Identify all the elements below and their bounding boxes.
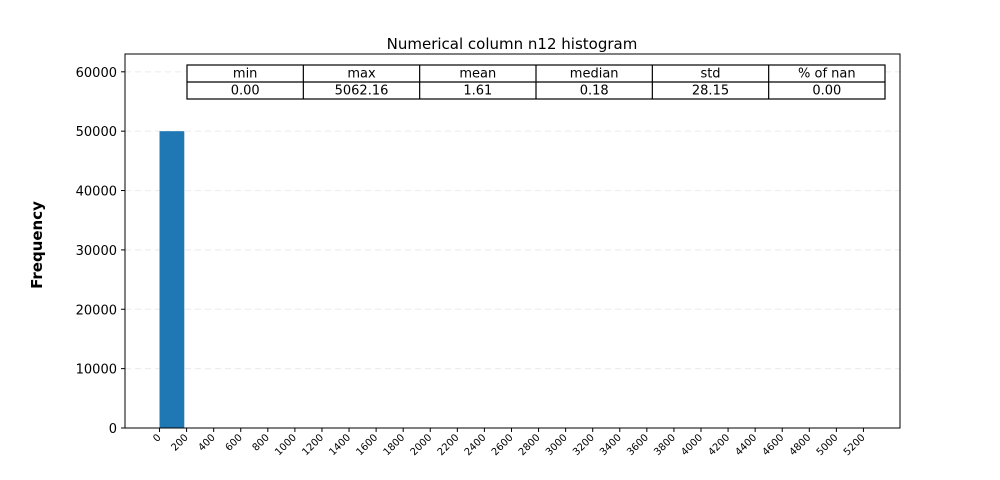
- x-tick-label: 4200: [706, 432, 732, 458]
- y-tick-label: 30000: [76, 244, 117, 259]
- y-tick-label: 0: [109, 422, 117, 437]
- x-tick-label: 4000: [679, 432, 705, 458]
- x-tick-label: 2400: [463, 432, 489, 458]
- y-tick-label: 20000: [76, 303, 117, 318]
- x-tick-label: 600: [224, 432, 245, 453]
- y-tick-label: 60000: [76, 66, 117, 81]
- x-tick-label: 400: [197, 432, 218, 453]
- x-tick-label: 3000: [544, 432, 570, 458]
- x-tick-label: 3600: [625, 432, 651, 458]
- grid-lines: [125, 71, 900, 370]
- table-header-cell: median: [570, 67, 619, 82]
- x-tick-label: 5000: [815, 432, 841, 458]
- table-value-cell: 0.18: [580, 84, 609, 99]
- table-value-cell: 0.00: [812, 84, 841, 99]
- table-header-cell: mean: [459, 67, 496, 82]
- x-tick-label: 4800: [788, 432, 814, 458]
- x-tick-label: 800: [251, 432, 272, 453]
- x-tick-label: 1200: [300, 432, 326, 458]
- y-tick-label: 10000: [76, 363, 117, 378]
- x-tick-label: 2800: [517, 432, 543, 458]
- y-axis: 0 10000 20000 30000 40000 50000 60000: [76, 66, 125, 437]
- plot-area: [124, 53, 901, 429]
- table-value-cell: 28.15: [692, 84, 729, 99]
- x-axis: 0 200 400 600 800 1000 1200 1400 1600 1800 2000 220…: [151, 428, 868, 458]
- x-tick-label: 1800: [382, 432, 408, 458]
- x-tick-label: 2200: [436, 432, 462, 458]
- x-tick-label: 1000: [273, 432, 299, 458]
- x-tick-label: 3200: [571, 432, 597, 458]
- table-header-cell: min: [233, 67, 258, 82]
- chart-title: Numerical column n12 histogram: [387, 35, 638, 53]
- table-header-cell: std: [700, 67, 720, 82]
- table-value-cell: 1.61: [463, 84, 492, 99]
- table-header-cell: % of nan: [798, 67, 856, 82]
- x-tick-label: 4600: [761, 432, 787, 458]
- x-tick-label: 4400: [733, 432, 759, 458]
- table-value-cell: 0.00: [231, 84, 260, 99]
- x-tick-label: 0: [151, 432, 163, 444]
- x-tick-label: 5200: [842, 432, 868, 458]
- x-tick-label: 2600: [490, 432, 516, 458]
- table-value-cell: 5062.16: [335, 84, 389, 99]
- bars: [159, 131, 185, 428]
- x-tick-label: 3800: [652, 432, 678, 458]
- x-tick-label: 1400: [327, 432, 353, 458]
- y-tick-label: 50000: [76, 125, 117, 140]
- table-header-cell: max: [347, 67, 376, 82]
- y-tick-label: 40000: [76, 185, 117, 200]
- x-tick-label: 1600: [354, 432, 380, 458]
- stats-table: min max mean median std % of nan 0.00 5062.16 1.…: [186, 64, 886, 100]
- x-tick-label: 200: [169, 432, 190, 453]
- x-tick-label: 2000: [409, 432, 435, 458]
- x-tick-label: 3400: [598, 432, 624, 458]
- histogram-bar: [159, 131, 185, 428]
- y-axis-label: Frequency: [28, 201, 46, 289]
